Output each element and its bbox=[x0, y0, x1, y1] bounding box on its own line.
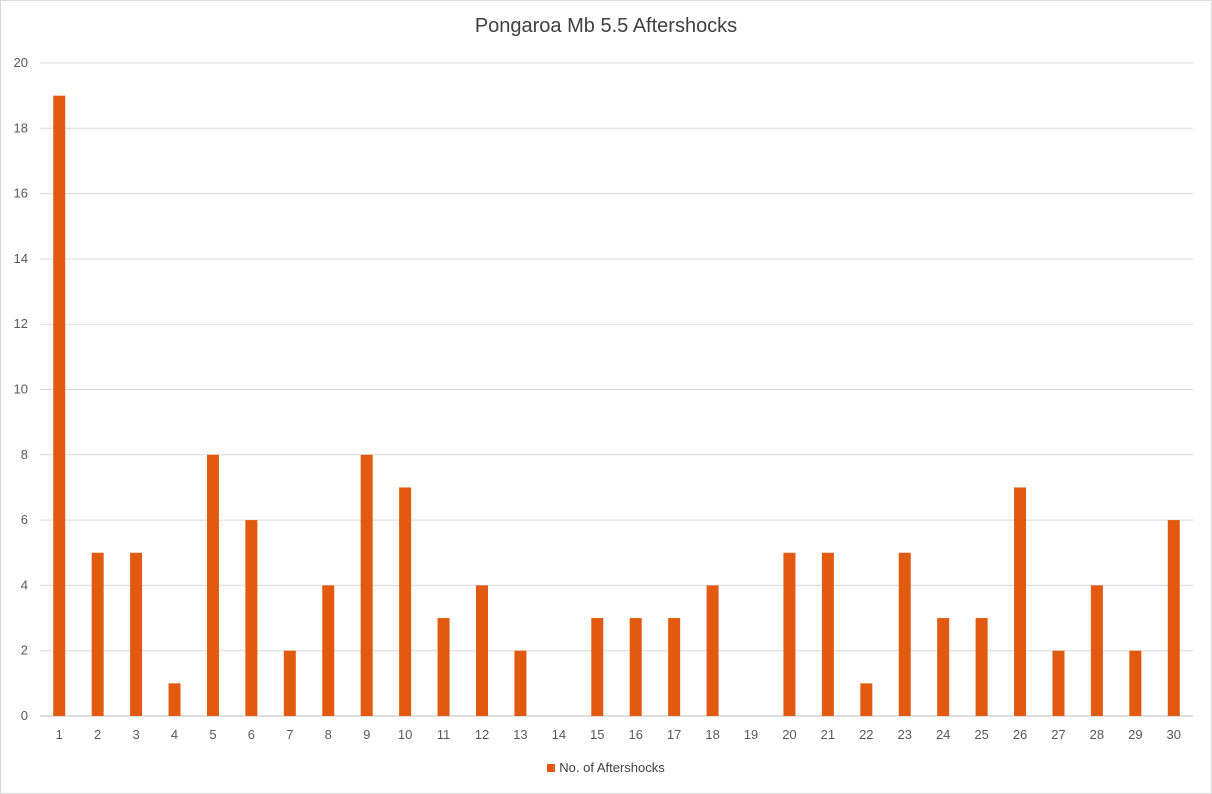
legend: No. of Aftershocks bbox=[1, 760, 1211, 775]
x-tick-label: 10 bbox=[398, 727, 412, 742]
x-tick-label: 14 bbox=[552, 727, 566, 742]
bar bbox=[322, 585, 335, 716]
x-tick-label: 13 bbox=[513, 727, 527, 742]
bar bbox=[91, 552, 104, 716]
bar bbox=[898, 552, 911, 716]
x-tick-label: 1 bbox=[56, 727, 63, 742]
bar bbox=[937, 618, 950, 716]
x-tick-label: 24 bbox=[936, 727, 950, 742]
x-tick-label: 9 bbox=[363, 727, 370, 742]
x-tick-label: 20 bbox=[782, 727, 796, 742]
bar bbox=[591, 618, 604, 716]
bar bbox=[437, 618, 450, 716]
bar bbox=[475, 585, 488, 716]
x-tick-label: 22 bbox=[859, 727, 873, 742]
x-tick-label: 21 bbox=[821, 727, 835, 742]
bar bbox=[783, 552, 796, 716]
x-tick-label: 26 bbox=[1013, 727, 1027, 742]
y-tick-label: 12 bbox=[14, 316, 28, 331]
x-tick-label: 17 bbox=[667, 727, 681, 742]
x-tick-label: 5 bbox=[209, 727, 216, 742]
x-tick-label: 8 bbox=[325, 727, 332, 742]
x-tick-label: 30 bbox=[1167, 727, 1181, 742]
bar bbox=[360, 454, 373, 716]
bar bbox=[399, 487, 412, 716]
y-tick-label: 6 bbox=[21, 512, 28, 527]
x-tick-label: 2 bbox=[94, 727, 101, 742]
y-tick-label: 8 bbox=[21, 447, 28, 462]
x-tick-label: 16 bbox=[628, 727, 642, 742]
y-tick-label: 18 bbox=[14, 120, 28, 135]
x-tick-label: 29 bbox=[1128, 727, 1142, 742]
bar bbox=[245, 520, 258, 716]
y-tick-label: 4 bbox=[21, 577, 28, 592]
bar bbox=[1167, 520, 1180, 716]
legend-label: No. of Aftershocks bbox=[559, 760, 665, 775]
bar bbox=[629, 618, 642, 716]
x-tick-label: 15 bbox=[590, 727, 604, 742]
y-tick-label: 20 bbox=[14, 55, 28, 70]
x-tick-label: 11 bbox=[437, 727, 451, 742]
bar bbox=[168, 683, 181, 716]
bar bbox=[1052, 650, 1065, 716]
y-tick-label: 0 bbox=[21, 708, 28, 723]
x-tick-label: 23 bbox=[898, 727, 912, 742]
bar bbox=[860, 683, 873, 716]
bar bbox=[206, 454, 219, 716]
x-tick-label: 27 bbox=[1051, 727, 1065, 742]
bar bbox=[1090, 585, 1103, 716]
y-tick-label: 2 bbox=[21, 643, 28, 658]
legend-swatch bbox=[547, 764, 556, 772]
y-tick-label: 16 bbox=[14, 186, 28, 201]
bar bbox=[1129, 650, 1142, 716]
x-tick-label: 3 bbox=[132, 727, 139, 742]
bar bbox=[283, 650, 296, 716]
x-tick-label: 18 bbox=[705, 727, 719, 742]
y-tick-label: 14 bbox=[14, 251, 28, 266]
x-tick-label: 19 bbox=[744, 727, 758, 742]
bar bbox=[130, 552, 143, 716]
bar bbox=[706, 585, 719, 716]
x-tick-label: 25 bbox=[974, 727, 988, 742]
x-tick-label: 7 bbox=[286, 727, 293, 742]
bar bbox=[53, 95, 66, 716]
bar bbox=[975, 618, 988, 716]
x-tick-label: 4 bbox=[171, 727, 178, 742]
bar bbox=[1014, 487, 1027, 716]
bar bbox=[514, 650, 527, 716]
x-tick-label: 28 bbox=[1090, 727, 1104, 742]
chart-title: Pongaroa Mb 5.5 Aftershocks bbox=[474, 15, 738, 37]
x-tick-label: 6 bbox=[248, 727, 255, 742]
x-tick-label: 12 bbox=[475, 727, 489, 742]
bar bbox=[821, 552, 834, 716]
y-tick-label: 10 bbox=[14, 382, 28, 397]
bar bbox=[668, 618, 681, 716]
